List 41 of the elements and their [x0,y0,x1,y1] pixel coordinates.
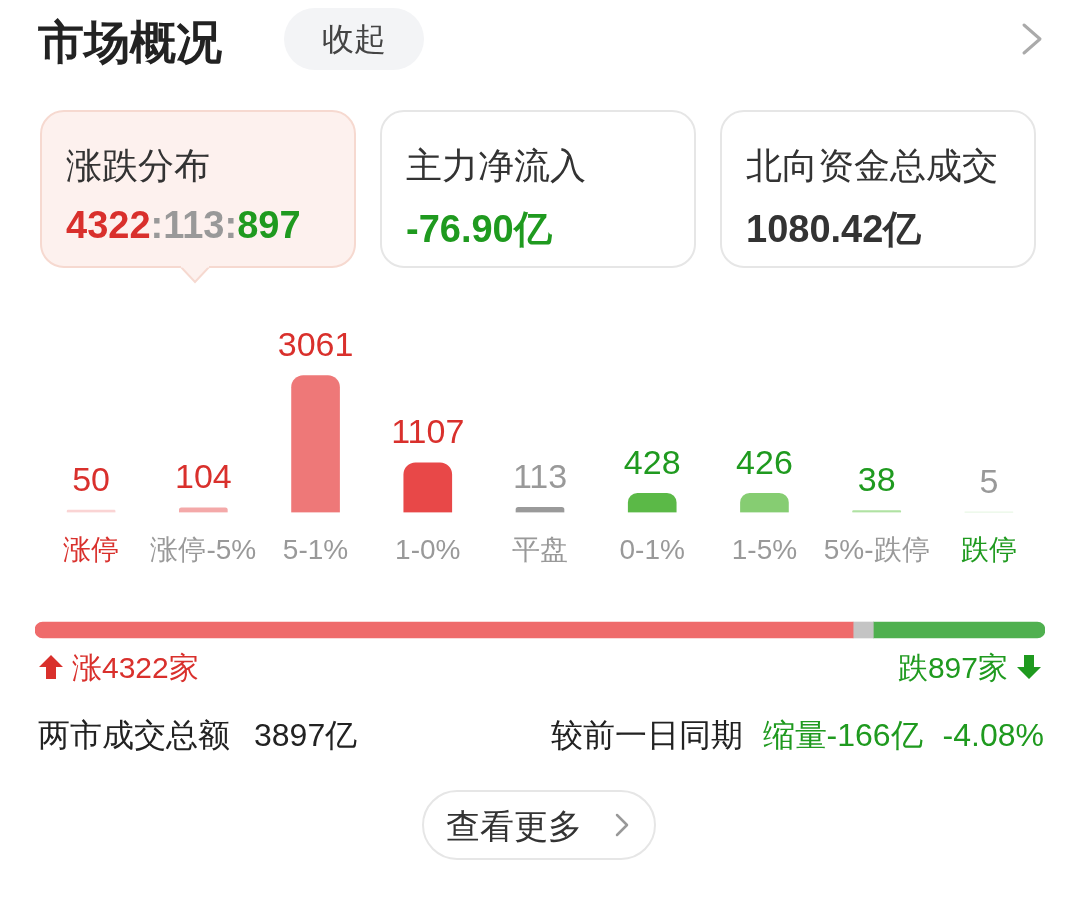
data-label: 3061 [277,324,354,363]
bar [291,375,340,513]
text: 1080.42亿 [746,207,922,252]
text: 涨4322家 [72,650,199,686]
text: 缩量-166亿 [762,717,923,753]
data-label: 38 [857,460,896,499]
data-label: 113 [512,456,568,495]
data-label: 428 [623,442,681,481]
x-tick-label: 5-1% [282,533,349,565]
data-label: 5 [979,461,999,500]
text: -76.90亿 [406,207,552,252]
data-label: 1107 [391,412,465,451]
bar [179,507,228,513]
bar [740,493,789,513]
data-label: 426 [736,442,793,481]
bar [627,492,677,513]
text: 3897亿 [254,716,358,755]
text: 4322:113:897 [66,204,301,246]
text: 收起 [284,8,424,70]
text: -4.08% [942,717,1044,753]
x-tick-label: 1-5% [731,533,798,565]
x-tick-label: 涨停-5% [150,533,257,565]
x-tick-label: 1-0% [395,533,461,565]
x-tick-label: 平盘 [512,533,568,565]
x-tick-label: 0-1% [619,533,685,565]
data-label: 50 [72,459,111,498]
text: 涨跌分布 [66,144,210,188]
text: 跌897家 [897,650,1008,686]
chart-title: 市场概况 [38,15,222,70]
x-tick-label: 涨停 [63,533,120,565]
text: 查看更多 [446,806,582,847]
bar [852,510,901,513]
x-tick-label: 跌停 [960,533,1017,565]
bar [515,507,565,513]
text: 较前一日同期 [550,717,743,753]
text: 两市成交总额 [38,716,230,755]
text: 主力净流入 [406,144,586,188]
bar [403,462,453,513]
data-label: 104 [174,457,232,496]
text: 北向资金总成交 [746,144,998,188]
x-tick-label: 5%-跌停 [823,533,930,565]
